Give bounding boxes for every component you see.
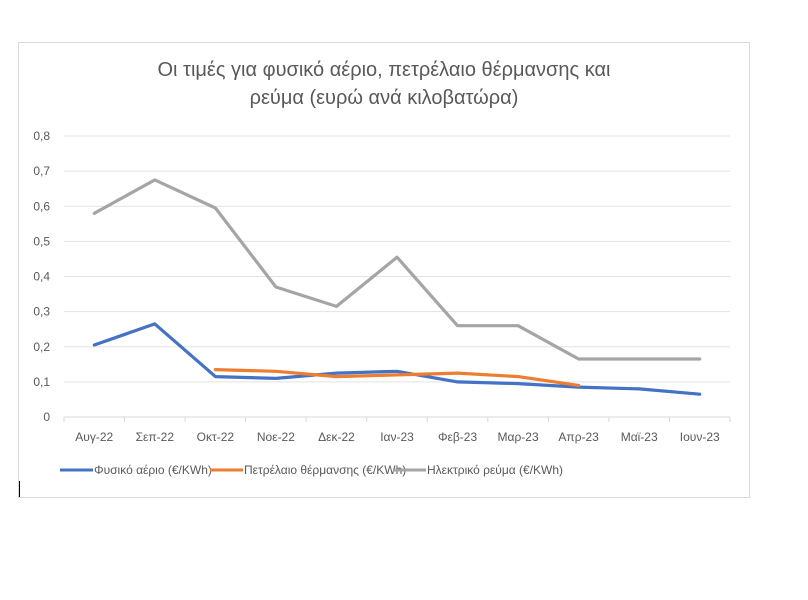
- y-tick-label: 0,6: [33, 199, 50, 213]
- legend-label: Φυσικό αέριο (€/KWh): [94, 463, 212, 477]
- x-tick-label: Φεβ-23: [438, 430, 477, 444]
- x-tick-label: Απρ-23: [558, 430, 599, 444]
- chart-title-line-1: Οι τιμές για φυσικό αέριο, πετρέλαιο θέρ…: [157, 59, 611, 81]
- legend-label: Ηλεκτρικό ρεύμα (€/KWh): [427, 463, 563, 477]
- text-cursor: [19, 481, 20, 497]
- chart-title-line-2: ρεύμα (ευρώ ανά κιλοβατώρα): [249, 87, 519, 109]
- x-tick-label: Ιουν-23: [680, 430, 720, 444]
- series-line-1: [92, 322, 702, 396]
- chart-title: Οι τιμές για φυσικό αέριο, πετρέλαιο θέρ…: [18, 56, 750, 112]
- x-tick-label: Νοε-22: [257, 430, 295, 444]
- y-tick-label: 0,7: [33, 164, 50, 178]
- y-tick-label: 0,4: [33, 270, 50, 284]
- x-tick-label: Μαϊ-23: [621, 430, 658, 444]
- x-tick-label: Ιαν-23: [380, 430, 414, 444]
- x-tick-label: Μαρ-23: [498, 430, 539, 444]
- series-line-3: [92, 178, 702, 361]
- chart-area: [18, 42, 750, 498]
- y-tick-label: 0,1: [33, 375, 50, 389]
- x-tick-label: Δεκ-22: [318, 430, 355, 444]
- x-tick-label: Σεπ-22: [136, 430, 175, 444]
- x-tick-label: Αυγ-22: [75, 430, 113, 444]
- y-tick-label: 0,8: [33, 129, 50, 143]
- y-tick-label: 0,3: [33, 305, 50, 319]
- y-tick-label: 0,5: [33, 234, 50, 248]
- series-line-2: [213, 368, 581, 387]
- y-tick-label: 0: [43, 410, 50, 424]
- y-tick-label: 0,2: [33, 340, 50, 354]
- legend-label: Πετρέλαιο θέρμανσης (€/KWh): [244, 463, 406, 477]
- x-tick-label: Οκτ-22: [197, 430, 235, 444]
